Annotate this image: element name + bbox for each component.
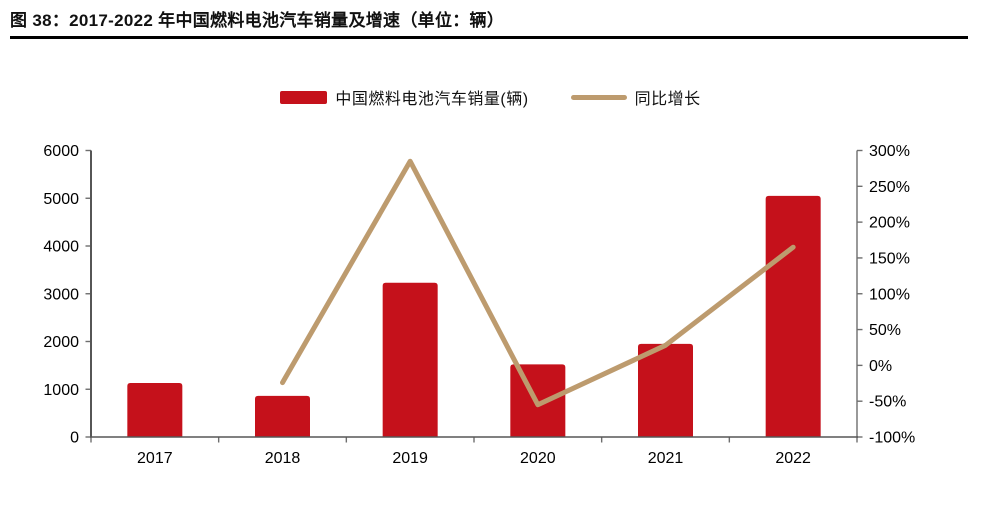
sales-bar-2022 bbox=[765, 195, 821, 437]
x-axis-category-label: 2020 bbox=[520, 450, 556, 467]
right-axis-tick-label: -100% bbox=[869, 430, 915, 447]
right-axis-tick-label: 0% bbox=[869, 358, 892, 375]
x-axis-category-label: 2017 bbox=[137, 450, 173, 467]
legend-item-sales: 中国燃料电池汽车销量(辆) bbox=[280, 85, 528, 109]
sales-bar-2017 bbox=[127, 383, 183, 437]
right-axis-tick-label: 150% bbox=[869, 250, 910, 267]
legend-label-sales: 中国燃料电池汽车销量(辆) bbox=[335, 91, 529, 108]
growth-line-swatch-icon bbox=[570, 94, 627, 100]
legend-item-growth: 同比增长 bbox=[570, 85, 701, 109]
right-axis-tick-label: -50% bbox=[869, 394, 906, 411]
sales-bar-2018 bbox=[255, 395, 310, 437]
left-axis-tick-label: 0 bbox=[70, 430, 79, 447]
left-axis-tick-label: 1000 bbox=[43, 382, 79, 399]
right-axis-tick-label: 50% bbox=[869, 322, 901, 339]
figure-title: 图 38：2017-2022 年中国燃料电池汽车销量及增速（单位：辆） bbox=[10, 11, 505, 30]
title-divider bbox=[10, 36, 968, 39]
left-axis-tick-label: 5000 bbox=[43, 191, 79, 208]
right-axis-tick-label: 200% bbox=[869, 215, 910, 232]
x-axis-category-label: 2022 bbox=[775, 450, 811, 467]
sales-bar-2021 bbox=[638, 343, 693, 437]
left-axis-tick-label: 4000 bbox=[43, 239, 79, 256]
x-axis-category-label: 2019 bbox=[392, 450, 428, 467]
x-axis-category-label: 2018 bbox=[265, 450, 301, 467]
right-axis-tick-label: 250% bbox=[869, 179, 910, 196]
sales-bar-2019 bbox=[382, 282, 438, 437]
growth-line bbox=[280, 158, 796, 408]
chart-legend: 中国燃料电池汽车销量(辆) 同比增长 bbox=[0, 85, 981, 109]
x-axis-category-label: 2021 bbox=[648, 450, 684, 467]
legend-label-growth: 同比增长 bbox=[634, 91, 701, 108]
sales-bar-swatch-icon bbox=[280, 90, 328, 104]
right-axis-tick-label: 300% bbox=[869, 143, 910, 160]
left-axis-tick-label: 2000 bbox=[43, 334, 79, 351]
left-axis-tick-label: 6000 bbox=[43, 143, 79, 160]
left-axis-tick-label: 3000 bbox=[43, 286, 79, 303]
right-axis-tick-label: 100% bbox=[869, 286, 910, 303]
